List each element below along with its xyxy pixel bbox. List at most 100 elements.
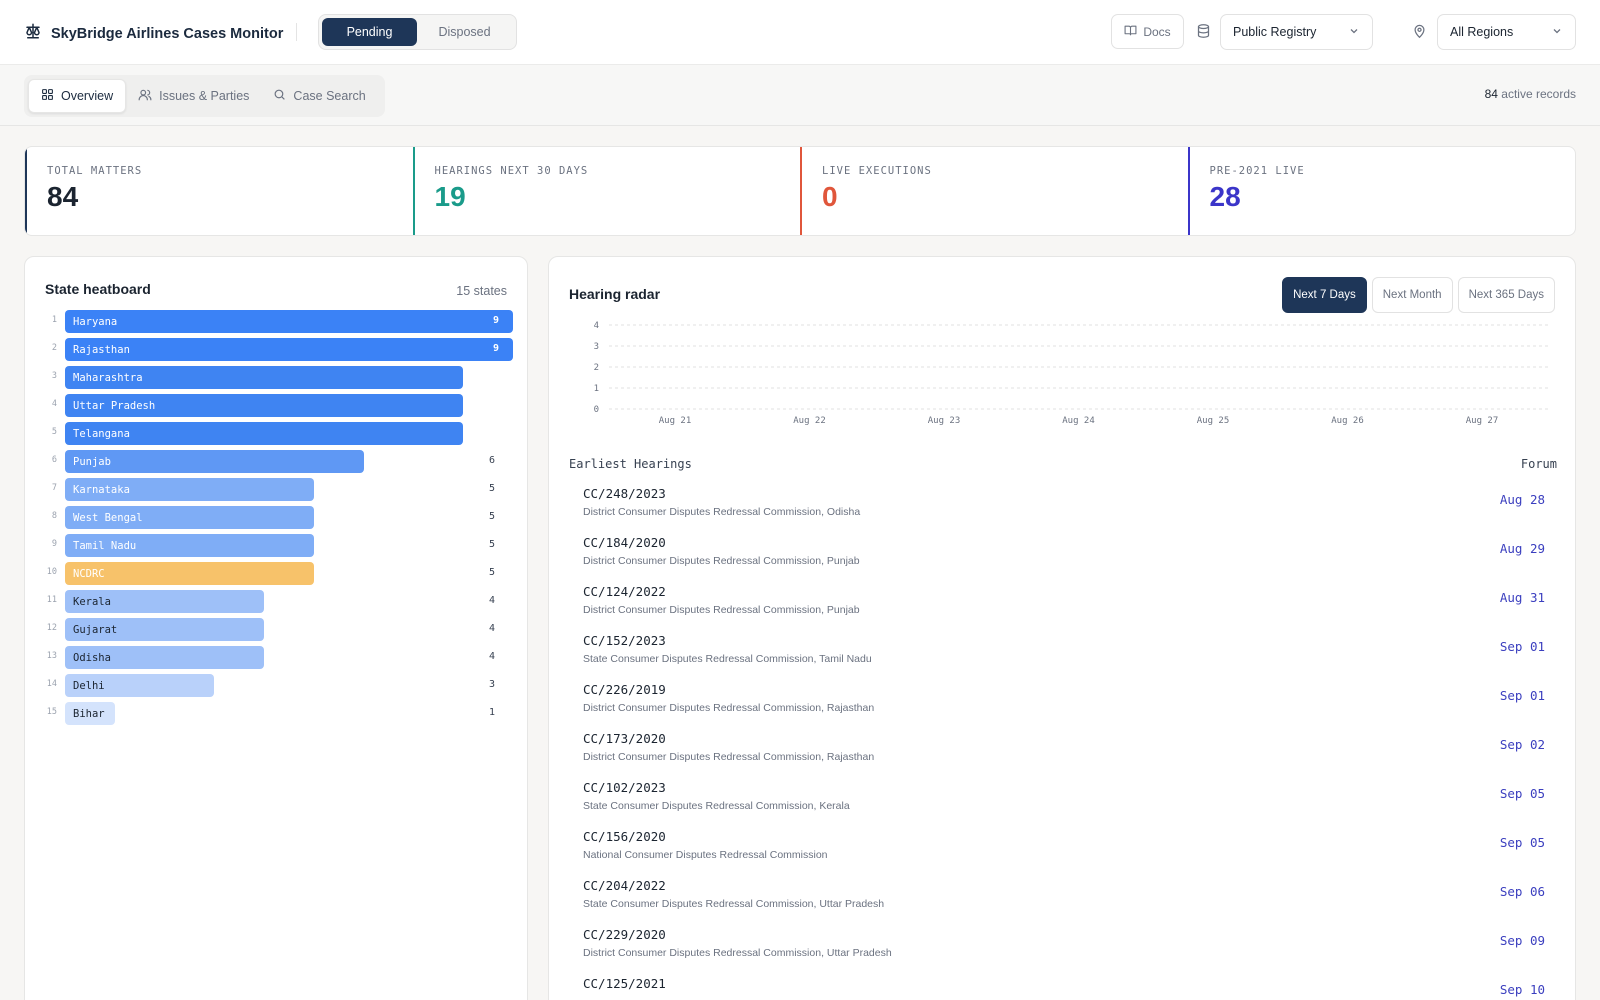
heatboard-bar: Karnataka bbox=[65, 478, 314, 501]
next-365-days-button[interactable]: Next 365 Days bbox=[1457, 277, 1555, 313]
divider bbox=[296, 23, 297, 41]
tab-overview[interactable]: Overview bbox=[28, 79, 127, 113]
hearing-date: Aug 28 bbox=[1499, 492, 1545, 507]
hearing-date: Sep 09 bbox=[1499, 933, 1545, 948]
heatboard-bar: NCDRC bbox=[65, 562, 314, 585]
heatboard-bar: Uttar Pradesh bbox=[65, 394, 463, 417]
case-number: CC/173/2020 bbox=[583, 731, 666, 746]
tab-issues-parties[interactable]: Issues & Parties bbox=[126, 79, 261, 113]
heatboard-count: 9 bbox=[492, 315, 499, 326]
hearing-row[interactable]: CC/204/2022 State Consumer Disputes Redre… bbox=[569, 875, 1557, 923]
hearing-row[interactable]: CC/102/2023 State Consumer Disputes Redre… bbox=[569, 777, 1557, 825]
heatboard-row[interactable]: 15 Bihar 1 bbox=[45, 701, 507, 725]
case-number: CC/125/2021 bbox=[583, 976, 666, 991]
hearing-row[interactable]: CC/248/2023 District Consumer Disputes Re… bbox=[569, 483, 1557, 531]
heatboard-rank: 10 bbox=[46, 567, 57, 577]
heatboard-row[interactable]: 5 Telangana bbox=[45, 421, 507, 445]
heatboard-rank: 7 bbox=[51, 483, 57, 493]
heatboard-row[interactable]: 4 Uttar Pradesh bbox=[45, 393, 507, 417]
kpi-value: 19 bbox=[434, 181, 466, 212]
state-heatboard-panel: State heatboard 15 states 1 Haryana 9 2 Raja… bbox=[24, 256, 528, 1000]
heatboard-rank: 2 bbox=[51, 343, 57, 353]
hearing-row[interactable]: CC/156/2020 National Consumer Disputes Re… bbox=[569, 826, 1557, 874]
heatboard-row[interactable]: 2 Rajasthan 9 bbox=[45, 337, 513, 361]
heatboard-bar: Punjab bbox=[65, 450, 364, 473]
heatboard-row[interactable]: 1 Haryana 9 bbox=[45, 309, 513, 333]
heatboard-row[interactable]: 7 Karnataka 5 bbox=[45, 477, 507, 501]
heatboard-rank: 12 bbox=[46, 623, 57, 633]
hearing-date: Sep 05 bbox=[1499, 786, 1545, 801]
docs-button[interactable]: Docs bbox=[1111, 14, 1184, 49]
heatboard-count: 3 bbox=[488, 679, 495, 690]
hearing-row[interactable]: CC/226/2019 District Consumer Disputes Re… bbox=[569, 679, 1557, 727]
heatboard-bar: Bihar bbox=[65, 702, 115, 725]
y-tick-label: 1 bbox=[594, 384, 599, 394]
hearing-date: Sep 10 bbox=[1499, 982, 1545, 997]
hearing-row[interactable]: CC/152/2023 State Consumer Disputes Redre… bbox=[569, 630, 1557, 678]
hearing-row[interactable]: CC/125/2021 Sep 10 bbox=[569, 973, 1557, 1000]
heatboard-row[interactable]: 13 Odisha 4 bbox=[45, 645, 507, 669]
heatboard-row[interactable]: 12 Gujarat 4 bbox=[45, 617, 507, 641]
pending-toggle-button[interactable]: Pending bbox=[322, 18, 417, 46]
heatboard-row[interactable]: 8 West Bengal 5 bbox=[45, 505, 507, 529]
heatboard-rank: 4 bbox=[51, 399, 57, 409]
heatboard-bar: Delhi bbox=[65, 674, 214, 697]
heatboard-rank: 5 bbox=[51, 427, 57, 437]
next-7-days-button[interactable]: Next 7 Days bbox=[1282, 277, 1367, 313]
app-title: SkyBridge Airlines Cases Monitor bbox=[51, 25, 284, 42]
heatboard-row[interactable]: 6 Punjab 6 bbox=[45, 449, 507, 473]
hearing-row[interactable]: CC/173/2020 District Consumer Disputes Re… bbox=[569, 728, 1557, 776]
x-tick-label: Aug 26 bbox=[1331, 416, 1364, 426]
scales-icon bbox=[24, 22, 42, 45]
kpi-label: LIVE EXECUTIONS bbox=[822, 165, 932, 177]
kpi-pre-2021-live: PRE-2021 LIVE 28 bbox=[1187, 147, 1576, 235]
region-select[interactable]: All Regions bbox=[1437, 14, 1576, 50]
heatboard-row[interactable]: 14 Delhi 3 bbox=[45, 673, 507, 697]
heatboard-row[interactable]: 3 Maharashtra bbox=[45, 365, 507, 389]
x-tick-label: Aug 21 bbox=[659, 416, 692, 426]
heatboard-rank: 11 bbox=[46, 595, 57, 605]
heatboard-row[interactable]: 10 NCDRC 5 bbox=[45, 561, 507, 585]
heatboard-state: West Bengal bbox=[73, 511, 143, 524]
heatboard-rank: 15 bbox=[46, 707, 57, 717]
forum-name: District Consumer Disputes Redressal Com… bbox=[583, 506, 861, 518]
heatboard-rank: 13 bbox=[46, 651, 57, 661]
forum-name: State Consumer Disputes Redressal Commis… bbox=[583, 898, 885, 910]
y-tick-label: 2 bbox=[594, 363, 599, 373]
brand: SkyBridge Airlines Cases Monitor bbox=[24, 22, 283, 45]
heatboard-count: 1 bbox=[488, 707, 495, 718]
heatboard-bar: Maharashtra bbox=[65, 366, 463, 389]
forum-name: District Consumer Disputes Redressal Com… bbox=[583, 604, 860, 616]
tab-case-search[interactable]: Case Search bbox=[261, 79, 377, 113]
heatboard-state: Kerala bbox=[73, 595, 111, 608]
users-icon bbox=[138, 88, 152, 105]
active-records-count: 84 bbox=[1484, 87, 1498, 101]
hearing-row[interactable]: CC/229/2020 District Consumer Disputes Re… bbox=[569, 924, 1557, 972]
disposed-toggle-button[interactable]: Disposed bbox=[438, 25, 491, 39]
heatboard-state: Gujarat bbox=[73, 623, 118, 636]
map-pin-icon bbox=[1412, 23, 1427, 44]
y-tick-label: 0 bbox=[594, 405, 599, 415]
chevron-down-icon bbox=[1551, 25, 1563, 40]
radar-title: Hearing radar bbox=[569, 286, 661, 302]
hearing-row[interactable]: CC/184/2020 District Consumer Disputes Re… bbox=[569, 532, 1557, 580]
heatboard-state: Tamil Nadu bbox=[73, 539, 137, 552]
search-icon bbox=[273, 88, 286, 104]
heatboard-state: Rajasthan bbox=[73, 343, 130, 356]
case-number: CC/102/2023 bbox=[583, 780, 666, 795]
heatboard-state: Karnataka bbox=[73, 483, 130, 496]
heatboard-bar: Odisha bbox=[65, 646, 264, 669]
heatboard-state: Punjab bbox=[73, 455, 111, 468]
kpi-total-matters: TOTAL MATTERS 84 bbox=[25, 147, 413, 235]
heatboard-rank: 9 bbox=[51, 539, 57, 549]
hearing-row[interactable]: CC/124/2022 District Consumer Disputes Re… bbox=[569, 581, 1557, 629]
hearing-date: Sep 02 bbox=[1499, 737, 1545, 752]
heatboard-state: Maharashtra bbox=[73, 371, 143, 384]
next-month-button[interactable]: Next Month bbox=[1371, 277, 1453, 313]
registry-select[interactable]: Public Registry bbox=[1220, 14, 1373, 50]
heatboard-row[interactable]: 11 Kerala 4 bbox=[45, 589, 507, 613]
heatboard-count: 4 bbox=[488, 595, 495, 606]
top-bar: SkyBridge Airlines Cases Monitor Pending… bbox=[0, 0, 1600, 65]
heatboard-count: 9 bbox=[492, 343, 499, 354]
heatboard-row[interactable]: 9 Tamil Nadu 5 bbox=[45, 533, 507, 557]
